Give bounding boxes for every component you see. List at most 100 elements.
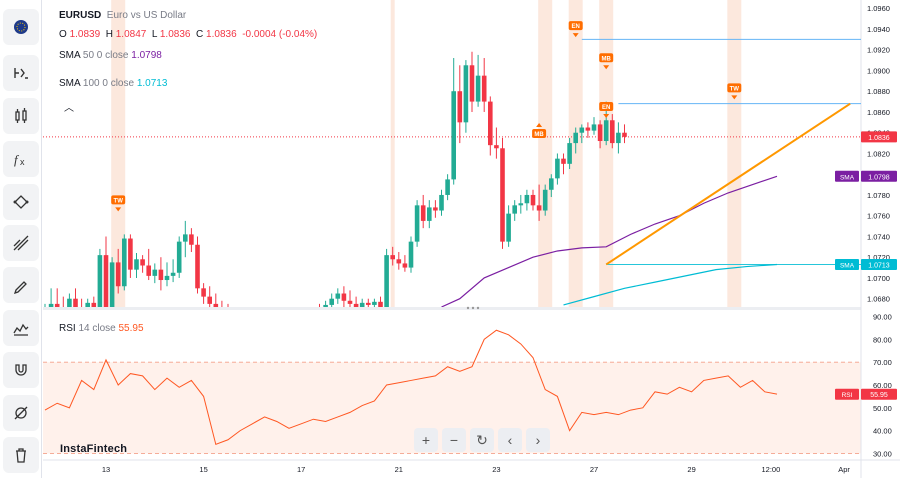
- event-marker: TW: [727, 83, 742, 100]
- event-marker: EN: [568, 21, 583, 38]
- marker-label: MB: [534, 132, 544, 138]
- marker-badge: [599, 53, 614, 63]
- sma100-label: SMA: [59, 78, 81, 89]
- zoom-in-icon[interactable]: +: [414, 428, 438, 452]
- marker-badge: [568, 21, 583, 31]
- candle: [43, 311, 47, 319]
- candle: [335, 293, 341, 299]
- price-tick-label: 1.0820: [867, 149, 890, 158]
- candle: [469, 65, 475, 102]
- ohlc-legend: O 1.0839 H 1.0847 L 1.0836 C 1.0836 -0.0…: [59, 29, 317, 40]
- rsi-tick-label: 40.00: [873, 427, 892, 436]
- lines-icon[interactable]: [3, 225, 39, 261]
- candle: [183, 234, 188, 242]
- marker-label: MB: [602, 56, 612, 62]
- candle: [585, 127, 591, 131]
- candle: [48, 303, 54, 307]
- axis-tag-box: [861, 131, 897, 143]
- marker-badge: [727, 83, 742, 93]
- candle: [384, 255, 389, 307]
- candle: [244, 328, 249, 332]
- candle: [213, 303, 219, 307]
- last-price-tag: 1.0836: [861, 131, 897, 143]
- rsi-value: 55.95: [118, 323, 144, 334]
- candle: [555, 158, 560, 179]
- candle: [226, 311, 231, 317]
- scroll-left-icon[interactable]: ‹: [498, 428, 522, 452]
- candles-icon[interactable]: [3, 98, 39, 134]
- zoom-out-icon[interactable]: −: [442, 428, 466, 452]
- candle: [299, 317, 304, 321]
- rsi-legend[interactable]: RSI 14 close 55.95: [59, 323, 144, 334]
- price-tick-label: 1.0940: [867, 25, 890, 34]
- magnet-icon[interactable]: [3, 352, 39, 388]
- indicator-icon[interactable]: [3, 55, 39, 91]
- price-tick-label: 1.0920: [867, 46, 890, 55]
- candle: [457, 91, 463, 123]
- chart-area[interactable]: 1.0960 1.0940 1.0920 1.0900 1.0880 1.0860 1.08…: [43, 0, 900, 478]
- candle: [420, 205, 426, 221]
- chevron-up-icon[interactable]: ︿: [60, 97, 78, 115]
- measure-icon[interactable]: [3, 310, 39, 346]
- candle: [567, 143, 572, 164]
- delete-icon[interactable]: [3, 437, 39, 473]
- rsi-label: RSI: [59, 323, 76, 334]
- candle: [256, 325, 261, 330]
- axis-tag-value: 1.0798: [868, 174, 890, 181]
- sma50-legend[interactable]: SMA 50 0 close 1.0798: [59, 50, 162, 61]
- hide-drawings-icon[interactable]: [3, 395, 39, 431]
- flag-icon[interactable]: [3, 9, 39, 45]
- scroll-right-icon[interactable]: ›: [526, 428, 550, 452]
- chart-canvas[interactable]: 1.0960 1.0940 1.0920 1.0900 1.0880 1.0860 1.08…: [43, 0, 900, 478]
- event-marker: MB: [532, 123, 547, 139]
- candle: [67, 298, 72, 307]
- candle: [524, 194, 530, 204]
- pattern-icon[interactable]: [3, 184, 39, 220]
- rsi-tick-label: 60.00: [873, 381, 892, 390]
- candle: [561, 158, 566, 164]
- symbol-name: Euro vs US Dollar: [106, 10, 187, 21]
- price-tick-label: 1.0760: [867, 212, 890, 221]
- candle: [427, 207, 432, 221]
- candle: [475, 75, 481, 102]
- separator-handle: [466, 306, 470, 310]
- axis-tag-box: [861, 388, 897, 400]
- candle: [293, 322, 298, 328]
- candle: [408, 241, 414, 268]
- candle: [176, 241, 182, 273]
- candle: [91, 302, 97, 307]
- candle: [232, 317, 237, 321]
- axis-tag-label-box: [835, 388, 859, 400]
- marker-arrow-down: [115, 207, 122, 212]
- axis-tag-label: RSI: [842, 392, 853, 399]
- candle: [366, 302, 371, 305]
- sma100-params: 100 0 close: [82, 78, 135, 89]
- sma100-legend[interactable]: SMA 100 0 close 1.0713: [59, 78, 167, 89]
- axis-tag-value: 55.95: [870, 392, 888, 399]
- brush-icon[interactable]: [3, 267, 39, 303]
- candle: [201, 288, 206, 297]
- candle: [610, 120, 615, 144]
- candle: [305, 317, 310, 321]
- reset-icon[interactable]: ↻: [470, 428, 494, 452]
- time-tick-label: 12:00: [762, 465, 781, 474]
- svg-text:x: x: [20, 157, 25, 167]
- marker-arrow-down: [731, 95, 738, 100]
- candle: [262, 325, 267, 330]
- candle: [189, 234, 194, 245]
- candle: [275, 330, 280, 334]
- event-band: [111, 0, 126, 307]
- axis-tag-box: [861, 258, 897, 270]
- candle: [579, 127, 585, 133]
- price-tick-label: 1.0740: [867, 232, 890, 241]
- candle: [359, 302, 365, 307]
- rsi-tick-label: 50.00: [873, 404, 892, 413]
- rsi-params: 14 close: [78, 323, 116, 334]
- candle: [353, 303, 359, 307]
- marker-badge: [111, 195, 126, 205]
- candle: [134, 259, 139, 270]
- candle: [323, 304, 328, 307]
- candle: [396, 259, 402, 264]
- ohlc-low-label: L: [151, 29, 158, 40]
